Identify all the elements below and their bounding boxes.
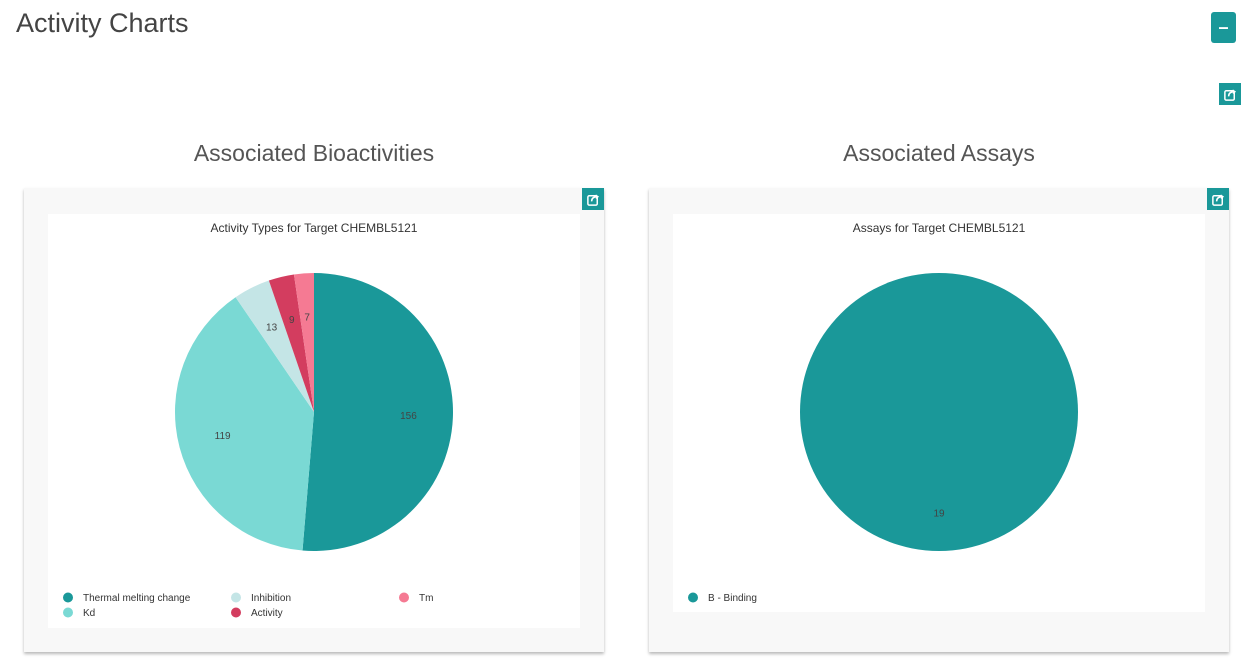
legend-item-activity[interactable]: Activity [251, 608, 283, 619]
slice-value-label: 13 [266, 323, 278, 334]
legend-item-kd[interactable]: Kd [83, 608, 95, 619]
pie-slice-inhibition[interactable] [235, 280, 314, 412]
share-icon [586, 193, 599, 206]
slice-value-label: 7 [304, 313, 310, 324]
legend-marker[interactable] [399, 592, 409, 603]
pie-slice-thermal-melting-change[interactable] [302, 273, 454, 551]
legend-marker[interactable] [63, 607, 73, 618]
legend-item-inhibition[interactable]: Inhibition [251, 593, 291, 604]
legend-item-thermal-melting-change[interactable]: Thermal melting change [83, 593, 191, 604]
chart-title: Activity Types for Target CHEMBL5121 [211, 221, 418, 235]
share-icon [1211, 193, 1224, 206]
chart-plot-area: Assays for Target CHEMBL5121 19 B - Bindi… [673, 214, 1205, 612]
minus-icon: – [1218, 17, 1229, 37]
pie-slice-kd[interactable] [175, 297, 314, 551]
pie-slice-tm[interactable] [293, 273, 314, 412]
assays-pie-chart[interactable]: Assays for Target CHEMBL5121 19 B - Bindi… [673, 214, 1205, 612]
section-heading-bioactivities: Associated Bioactivities [193, 140, 435, 166]
legend-item-tm[interactable]: Tm [419, 593, 433, 604]
pie-slice-activity[interactable] [268, 274, 314, 412]
slice-value-label: 19 [933, 508, 945, 519]
chart-plot-area: Activity Types for Target CHEMBL5121 156… [48, 214, 580, 628]
assays-chart-card: Assays for Target CHEMBL5121 19 B - Bindi… [649, 188, 1229, 652]
slice-value-label: 9 [289, 315, 295, 326]
page-title: Activity Charts [16, 8, 189, 38]
bioactivities-chart-card: Activity Types for Target CHEMBL5121 156… [24, 188, 604, 652]
share-all-button[interactable] [1219, 83, 1241, 105]
legend-marker[interactable] [688, 592, 698, 603]
legend-item-b-binding[interactable]: B - Binding [708, 593, 757, 604]
activity-types-pie-chart[interactable]: Activity Types for Target CHEMBL5121 156… [48, 214, 580, 628]
share-chart-button[interactable] [582, 188, 604, 210]
slice-value-label: 119 [215, 431, 231, 442]
legend-marker[interactable] [63, 592, 73, 603]
share-chart-button[interactable] [1207, 188, 1229, 210]
share-icon [1223, 88, 1236, 101]
chart-title: Assays for Target CHEMBL5121 [853, 221, 1026, 235]
legend-marker[interactable] [231, 607, 241, 618]
legend-marker[interactable] [231, 592, 241, 603]
pie-slice-b-binding[interactable] [800, 273, 1078, 551]
collapse-button[interactable]: – [1211, 12, 1236, 43]
section-heading-assays: Associated Assays [843, 140, 1035, 166]
slice-value-label: 156 [400, 411, 417, 422]
